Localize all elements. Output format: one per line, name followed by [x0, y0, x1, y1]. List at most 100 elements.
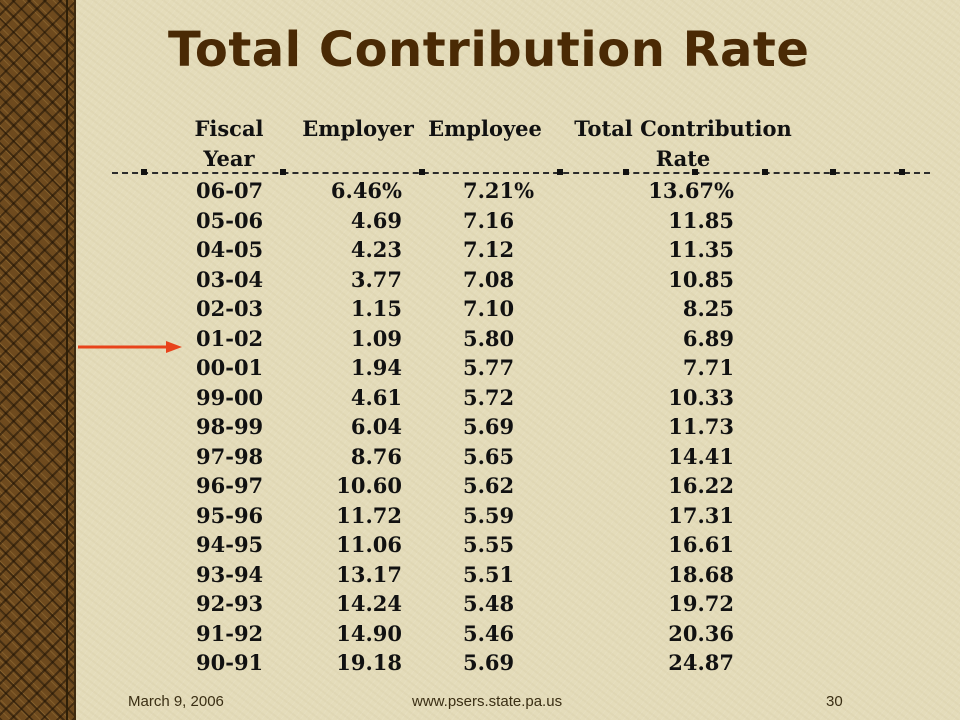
- header-fiscal-year: Fiscal Year: [186, 114, 272, 174]
- footer-date: March 9, 2006: [128, 693, 224, 710]
- employer-rate-cell: 8.76: [350, 443, 402, 469]
- total-rate-cell: 18.68: [668, 561, 734, 587]
- employee-rate-cell: 7.10: [463, 296, 515, 321]
- table-row: 98-99 6.04 5.69 11.73: [0, 412, 960, 442]
- table-row: 02-03 1.15 7.10 8.25: [0, 294, 960, 324]
- total-rate-cell: 24.87: [668, 650, 734, 675]
- total-rate-cell: 16.61: [668, 532, 734, 557]
- footer-page-number: 30: [826, 693, 843, 710]
- employee-rate-cell: 7.21%: [463, 178, 535, 203]
- divider-bullet: [557, 169, 563, 175]
- employee-rate-cell: 5.59: [463, 502, 515, 528]
- fiscal-year-cell: 00-01: [196, 355, 264, 380]
- total-rate-cell: 20.36: [668, 620, 734, 646]
- employee-rate-cell: 5.62: [463, 473, 515, 498]
- employer-rate-cell: 19.18: [336, 650, 402, 675]
- total-rate-cell: 14.41: [668, 443, 734, 469]
- fiscal-year-cell: 94-95: [196, 532, 264, 557]
- table-row: 05-06 4.69 7.16 11.85: [0, 206, 960, 236]
- total-rate-cell: 10.33: [668, 384, 734, 410]
- total-rate-cell: 8.25: [682, 296, 734, 321]
- employer-rate-cell: 3.77: [350, 266, 402, 292]
- total-rate-cell: 13.67%: [648, 178, 734, 203]
- employee-rate-cell: 5.55: [463, 532, 515, 557]
- table-row: 90-91 19.18 5.69 24.87: [0, 648, 960, 678]
- employer-rate-cell: 14.24: [336, 591, 402, 616]
- fiscal-year-cell: 03-04: [196, 266, 264, 292]
- employer-rate-cell: 4.69: [350, 207, 402, 233]
- employer-rate-cell: 1.09: [350, 325, 402, 351]
- total-rate-cell: 16.22: [668, 473, 734, 498]
- total-rate-cell: 11.35: [668, 237, 734, 262]
- total-rate-cell: 17.31: [668, 502, 734, 528]
- employee-rate-cell: 5.48: [463, 591, 515, 616]
- table-row: 97-98 8.76 5.65 14.41: [0, 442, 960, 472]
- divider-bullet: [280, 169, 286, 175]
- header-total-line1: Total Contribution: [574, 116, 792, 141]
- table-row: 03-04 3.77 7.08 10.85: [0, 265, 960, 295]
- employee-rate-cell: 7.12: [463, 237, 515, 262]
- fiscal-year-cell: 99-00: [196, 384, 264, 410]
- divider-bullet: [419, 169, 425, 175]
- employee-rate-cell: 5.80: [463, 325, 515, 351]
- employer-rate-cell: 6.04: [350, 414, 402, 439]
- fiscal-year-cell: 98-99: [196, 414, 264, 439]
- employee-rate-cell: 5.51: [463, 561, 515, 587]
- divider-bullet: [692, 169, 698, 175]
- employer-rate-cell: 1.15: [350, 296, 402, 321]
- table-row: 91-92 14.90 5.46 20.36: [0, 619, 960, 649]
- employer-rate-cell: 4.23: [350, 237, 402, 262]
- header-divider: [112, 172, 930, 174]
- table-row: 99-00 4.61 5.72 10.33: [0, 383, 960, 413]
- divider-bullet: [623, 169, 629, 175]
- divider-bullet: [762, 169, 768, 175]
- divider-bullet: [141, 169, 147, 175]
- table-row: 00-01 1.94 5.77 7.71: [0, 353, 960, 383]
- divider-bullet: [899, 169, 905, 175]
- fiscal-year-cell: 04-05: [196, 237, 264, 262]
- total-rate-cell: 6.89: [682, 325, 734, 351]
- fiscal-year-cell: 06-07: [196, 178, 264, 203]
- fiscal-year-cell: 96-97: [196, 473, 264, 498]
- employee-rate-cell: 7.16: [463, 207, 515, 233]
- employee-rate-cell: 5.65: [463, 443, 515, 469]
- total-rate-cell: 10.85: [668, 266, 734, 292]
- total-rate-cell: 11.85: [668, 207, 734, 233]
- table-row: 94-95 11.06 5.55 16.61: [0, 530, 960, 560]
- band-divider: [66, 0, 68, 720]
- employer-rate-cell: 4.61: [350, 384, 402, 410]
- fiscal-year-cell: 90-91: [196, 650, 264, 675]
- fiscal-year-cell: 01-02: [196, 325, 264, 351]
- fiscal-year-cell: 97-98: [196, 443, 264, 469]
- employer-rate-cell: 6.46%: [330, 178, 402, 203]
- employee-rate-cell: 5.69: [463, 650, 515, 675]
- right-arrow-icon: [78, 341, 182, 353]
- total-rate-cell: 19.72: [668, 591, 734, 616]
- employee-rate-cell: 7.08: [463, 266, 515, 292]
- table-row: 06-07 6.46% 7.21% 13.67%: [0, 176, 960, 206]
- employer-rate-cell: 11.06: [336, 532, 402, 557]
- fiscal-year-cell: 02-03: [196, 296, 264, 321]
- fiscal-year-cell: 93-94: [196, 561, 264, 587]
- table-row: 92-93 14.24 5.48 19.72: [0, 589, 960, 619]
- fiscal-year-cell: 92-93: [196, 591, 264, 616]
- header-employee: Employee: [428, 116, 542, 141]
- fiscal-year-cell: 95-96: [196, 502, 264, 528]
- employer-rate-cell: 13.17: [336, 561, 402, 587]
- header-fiscal-year-line1: Fiscal: [194, 116, 264, 141]
- header-total-line2: Rate: [655, 146, 711, 171]
- table-row: 04-05 4.23 7.12 11.35: [0, 235, 960, 265]
- fiscal-year-cell: 05-06: [196, 207, 264, 233]
- footer-url[interactable]: www.psers.state.pa.us: [412, 693, 563, 710]
- table-row: 01-02 1.09 5.80 6.89: [0, 324, 960, 354]
- employer-rate-cell: 1.94: [350, 355, 402, 380]
- table-row: 93-94 13.17 5.51 18.68: [0, 560, 960, 590]
- employer-rate-cell: 14.90: [336, 620, 402, 646]
- employee-rate-cell: 5.69: [463, 414, 515, 439]
- table-row: 95-96 11.72 5.59 17.31: [0, 501, 960, 531]
- total-rate-cell: 7.71: [682, 355, 734, 380]
- total-rate-cell: 11.73: [668, 414, 734, 439]
- employee-rate-cell: 5.77: [463, 355, 515, 380]
- slide-title: Total Contribution Rate: [168, 22, 810, 78]
